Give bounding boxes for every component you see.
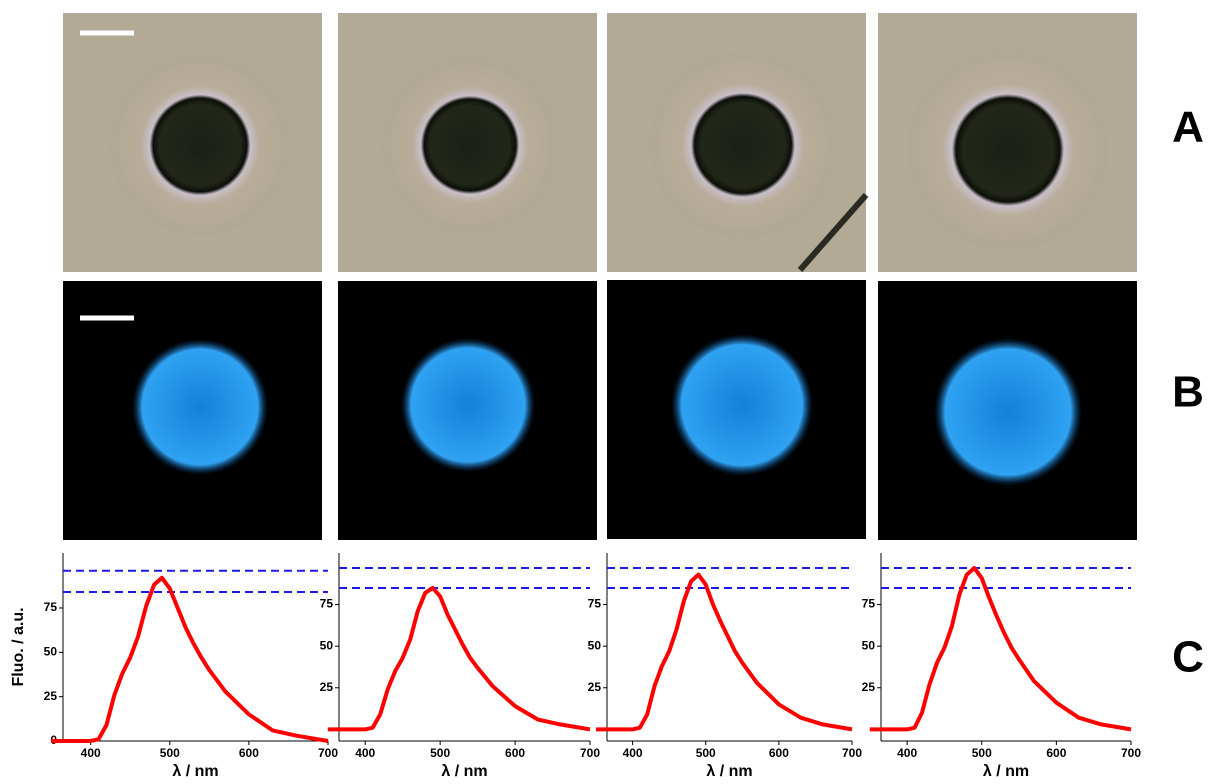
x-tick-label: 500 [430,746,450,760]
spectrum-line [51,575,329,743]
x-tick-label: 400 [623,746,643,760]
y-tick-label: 50 [320,638,334,652]
y-tick-label: 50 [862,638,876,652]
x-tick-label: 600 [1046,746,1066,760]
x-tick-label: 600 [505,746,525,760]
spectrum-line [327,585,591,732]
y-tick-label: 75 [862,597,876,611]
panel-label: B [1172,368,1204,417]
x-tick-label: 700 [580,746,600,760]
bright-field-row [63,13,1137,272]
y-tick-label: 50 [588,638,602,652]
x-tick-label: 700 [1121,746,1141,760]
y-axis-label: Fluo. / a.u. [10,607,27,686]
y-tick-label: 75 [320,597,334,611]
x-tick-label: 500 [696,746,716,760]
x-axis-label: λ / nm [983,763,1029,780]
x-tick-label: 500 [160,746,180,760]
x-tick-label: 600 [239,746,259,760]
x-axis-label: λ / nm [441,763,487,780]
panel-label: C [1172,633,1204,682]
y-tick-label: 75 [588,597,602,611]
spectrum-line [596,572,853,732]
x-axis-label: λ / nm [172,763,218,780]
y-tick-label: 75 [44,600,58,614]
x-tick-label: 600 [769,746,789,760]
spectrum-line [869,566,1132,732]
panel-label: A [1172,103,1204,152]
x-tick-label: 500 [972,746,992,760]
x-tick-label: 700 [318,746,338,760]
y-tick-label: 50 [44,644,58,658]
fluorescence-row [63,280,1137,540]
y-tick-label: 25 [320,680,334,694]
y-tick-label: 25 [44,689,58,703]
x-tick-label: 400 [81,746,101,760]
x-axis-label: λ / nm [706,763,752,780]
y-tick-label: 25 [588,680,602,694]
y-tick-label: 25 [862,680,876,694]
x-tick-label: 400 [897,746,917,760]
x-tick-label: 400 [355,746,375,760]
x-tick-label: 700 [842,746,862,760]
